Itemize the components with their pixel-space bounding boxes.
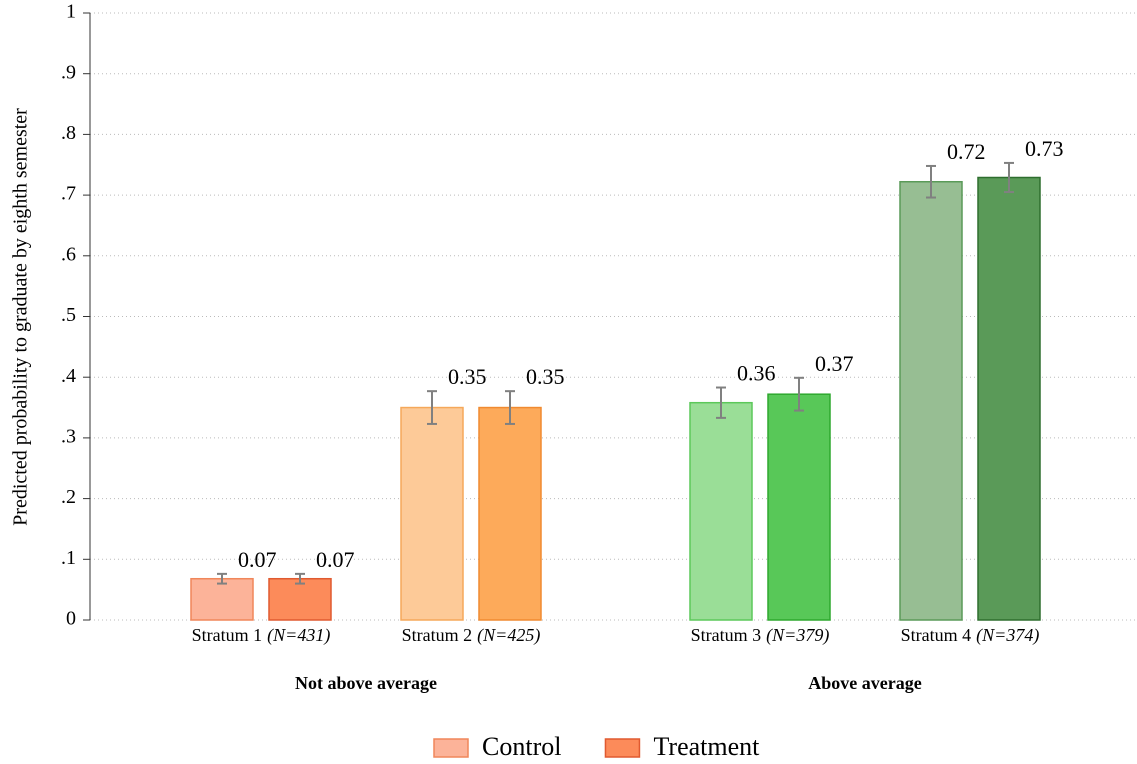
y-tick-label: .8 — [61, 122, 76, 144]
value-label: 0.72 — [947, 139, 986, 164]
y-tick-label: .7 — [61, 183, 76, 205]
y-tick-label: .5 — [61, 304, 76, 326]
category-label: Stratum 2 — [402, 625, 473, 645]
category-label: Stratum 3 — [691, 625, 762, 645]
legend-label: Treatment — [653, 732, 760, 761]
category-label: Stratum 4 — [901, 625, 972, 645]
category-note: (N=425) — [477, 625, 540, 646]
x-tick-label: Stratum 2 (N=425) — [402, 625, 541, 646]
bar — [977, 176, 1041, 621]
error-bar — [794, 376, 804, 412]
legend-swatch — [433, 738, 469, 758]
y-tick-label: .3 — [61, 425, 76, 447]
group-label: Above average — [808, 673, 921, 693]
value-label: 0.35 — [448, 364, 487, 389]
error-bar — [217, 572, 227, 585]
x-tick-label: Stratum 4 (N=374) — [901, 625, 1040, 646]
y-tick-label: 0 — [66, 608, 76, 630]
category-label: Stratum 1 — [192, 625, 263, 645]
error-bar — [1004, 161, 1014, 194]
category-note: (N=374) — [976, 625, 1039, 646]
value-label: 0.37 — [815, 351, 854, 376]
y-tick-label: 1 — [66, 1, 76, 23]
y-tick-label: .4 — [61, 365, 76, 387]
y-axis-label: Predicted probability to graduate by eig… — [10, 108, 32, 526]
error-bar — [505, 390, 515, 425]
group-label: Not above average — [295, 673, 437, 693]
error-bar — [427, 390, 437, 425]
category-note: (N=431) — [267, 625, 330, 646]
y-tick-label: .6 — [61, 243, 76, 265]
y-tick-label: .9 — [61, 61, 76, 83]
x-tick-label: Stratum 1 (N=431) — [192, 625, 331, 646]
bar — [400, 406, 464, 621]
bar — [268, 577, 332, 621]
y-tick-label: .2 — [61, 486, 76, 508]
bar — [899, 180, 963, 621]
value-label: 0.73 — [1025, 136, 1064, 161]
error-bar — [926, 164, 936, 199]
y-tick-label: .1 — [61, 547, 76, 569]
error-bar — [295, 572, 305, 585]
bar — [478, 406, 542, 621]
bar — [767, 393, 831, 621]
bar — [689, 401, 753, 621]
error-bar — [716, 386, 726, 419]
category-note: (N=379) — [766, 625, 829, 646]
value-label: 0.36 — [737, 361, 776, 386]
value-label: 0.07 — [238, 547, 277, 572]
legend-label: Control — [482, 732, 561, 761]
legend-swatch — [604, 738, 641, 758]
value-label: 0.35 — [526, 364, 565, 389]
bar — [190, 577, 254, 621]
x-tick-label: Stratum 3 (N=379) — [691, 625, 830, 646]
value-label: 0.07 — [316, 547, 355, 572]
